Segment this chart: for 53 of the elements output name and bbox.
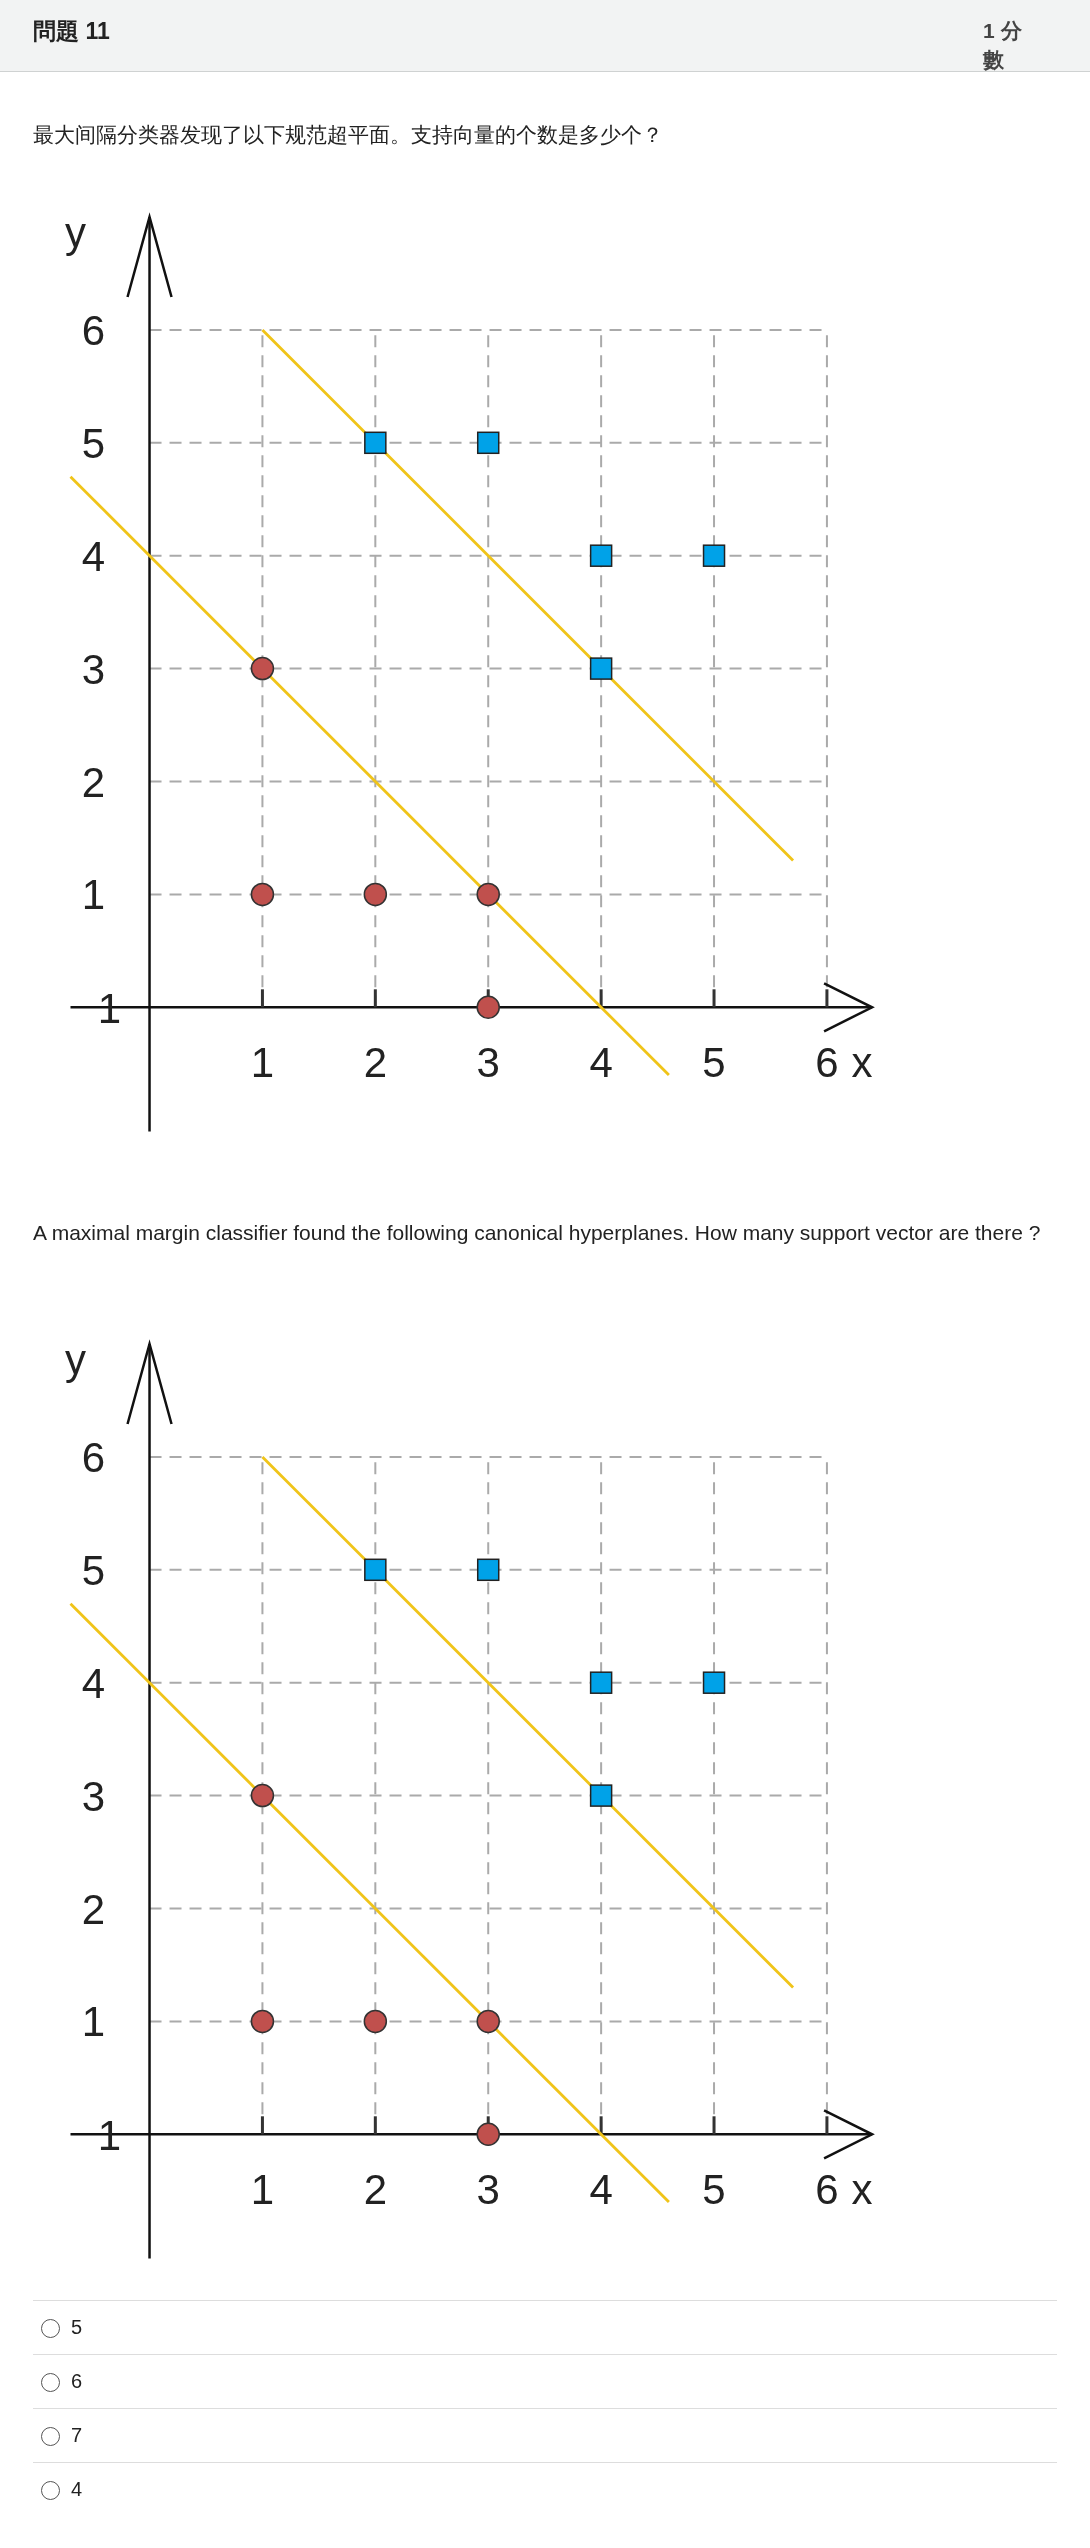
point bbox=[476, 882, 500, 907]
x-tick-label: 1 bbox=[250, 2166, 275, 2214]
point bbox=[702, 544, 726, 567]
x-tick-label: 4 bbox=[589, 2166, 613, 2214]
text: 7 bbox=[71, 2424, 83, 2447]
x-tick-label: 3 bbox=[476, 1039, 500, 1087]
x-tick-label: 5 bbox=[702, 1039, 726, 1087]
point bbox=[702, 1671, 726, 1694]
x-tick-label: 1 bbox=[250, 1039, 275, 1087]
point bbox=[250, 656, 275, 681]
y-tick-label: 2 bbox=[81, 758, 106, 806]
point bbox=[250, 2009, 275, 2034]
y-axis-title: y bbox=[65, 209, 87, 256]
point bbox=[476, 1558, 500, 1582]
y-tick-label: 1 bbox=[81, 1998, 106, 2046]
point bbox=[250, 882, 275, 907]
x-tick-label: 2 bbox=[363, 1039, 388, 1087]
y-tick-label: 3 bbox=[81, 645, 106, 693]
y-axis-title: y bbox=[65, 1336, 87, 1383]
x-tick-label: 2 bbox=[363, 2166, 388, 2214]
y-tick-label: 5 bbox=[81, 1546, 106, 1594]
x-tick-label: 3 bbox=[476, 2166, 500, 2214]
x-axis-title: x bbox=[851, 1039, 873, 1087]
point bbox=[363, 882, 388, 907]
point bbox=[250, 1783, 275, 1808]
y-tick-label: 5 bbox=[81, 419, 106, 467]
y-tick-label: 6 bbox=[81, 1433, 106, 1481]
chart-subtitle: 最大间隔分类器发现了以下规范超平面。支持向量的个数是多少个？ bbox=[33, 122, 664, 148]
y-tick-label: 4 bbox=[81, 1659, 106, 1707]
y-tick-label: 2 bbox=[81, 1885, 106, 1933]
point bbox=[364, 431, 387, 455]
point bbox=[476, 431, 500, 455]
y-tick-label: 4 bbox=[81, 532, 106, 580]
point bbox=[589, 544, 613, 567]
point bbox=[476, 995, 500, 1020]
point bbox=[589, 1784, 613, 1807]
x-axis-title: x bbox=[851, 2166, 873, 2214]
point bbox=[476, 2009, 500, 2034]
point bbox=[363, 2009, 388, 2034]
point bbox=[364, 1558, 387, 1582]
x-tick-label: 5 bbox=[702, 2166, 726, 2214]
x-tick-label: 6 bbox=[815, 2166, 839, 2214]
chart-title: 問題 11 bbox=[33, 17, 110, 46]
x-tick-label: 4 bbox=[589, 1039, 613, 1087]
point bbox=[476, 2122, 500, 2147]
chart-title: A maximal margin classifier found the following canonical hyperplanes. How many support vector are there ? bbox=[33, 1220, 1042, 1246]
y-tick-label: 3 bbox=[81, 1772, 106, 1820]
point bbox=[589, 1671, 613, 1694]
y-tick-label: 6 bbox=[81, 306, 106, 354]
text: 1 分數 bbox=[983, 18, 1023, 73]
y-tick-label: 1 bbox=[81, 871, 106, 919]
point bbox=[589, 657, 613, 680]
x-tick-label: 6 bbox=[815, 1039, 839, 1087]
